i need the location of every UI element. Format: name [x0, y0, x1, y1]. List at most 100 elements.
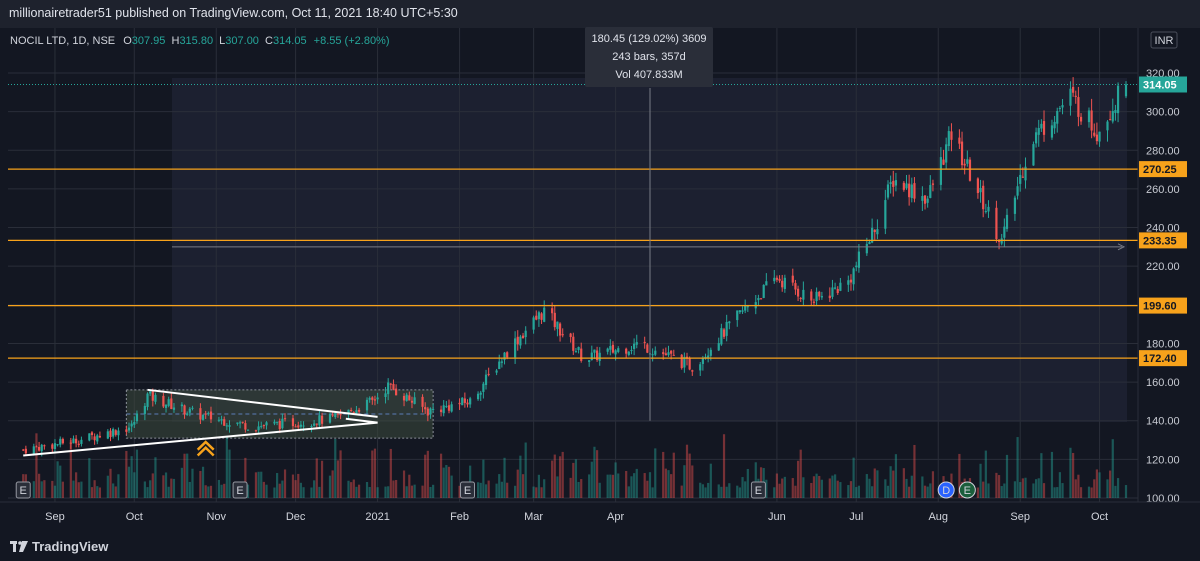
volume-bar — [413, 484, 416, 498]
volume-bar — [514, 485, 517, 498]
candle-body — [902, 182, 905, 190]
volume-bar — [429, 486, 432, 498]
volume-bar — [524, 442, 527, 498]
volume-bar — [61, 481, 64, 498]
candle-body — [310, 426, 313, 428]
volume-bar — [1093, 479, 1096, 498]
candle-body — [516, 336, 519, 345]
event-marker-label: E — [20, 485, 27, 497]
candle-body — [884, 200, 887, 229]
price-axis[interactable]: 100.00120.00140.00160.00180.00200.00220.… — [1137, 28, 1200, 505]
support-resistance-levels[interactable] — [8, 83, 1138, 421]
measure-arrow-head — [1117, 243, 1126, 251]
candle-body — [960, 141, 964, 166]
candle-body — [1056, 111, 1059, 124]
candle-body — [371, 397, 374, 400]
price-chart[interactable]: 100.00120.00140.00160.00180.00200.00220.… — [0, 28, 1200, 528]
volume-bar — [926, 486, 929, 498]
earnings-marker-bg — [15, 481, 31, 499]
candle-body — [421, 396, 424, 407]
candle-body — [283, 418, 287, 420]
price-tick-label: 260.00 — [1146, 184, 1180, 196]
tradingview-logo[interactable]: TradingView — [10, 539, 108, 554]
candle-body — [339, 414, 342, 416]
candle-body — [802, 289, 805, 300]
candle-body — [1019, 174, 1022, 184]
volume-bar — [90, 487, 94, 498]
candle-body — [484, 374, 488, 385]
candle-body — [413, 397, 416, 404]
time-tick-label: Oct — [1091, 511, 1108, 523]
time-axis[interactable]: Sep Oct Nov Dec 2021 Feb Mar Apr Jun Jul Aug Sep Oct — [0, 501, 1200, 528]
volume-bar — [1074, 479, 1077, 498]
candle-body — [1090, 110, 1093, 131]
volume-bar — [40, 481, 43, 498]
publisher-bar: millionairetrader51 published on Trading… — [0, 0, 1200, 28]
earnings-marker-bg — [460, 481, 476, 499]
candle-body — [688, 358, 691, 370]
volume-bar — [172, 478, 176, 498]
candle-body — [728, 321, 731, 324]
triangle-drawing[interactable] — [23, 388, 378, 457]
candle-body — [783, 277, 786, 289]
candle-body — [479, 392, 482, 395]
volume-bar — [537, 474, 541, 498]
legend-open-label: O — [123, 35, 132, 47]
candle-body — [667, 352, 670, 356]
volume-bar — [310, 487, 313, 498]
earnings-marker-bg — [750, 481, 766, 499]
volume-bar — [892, 470, 895, 498]
volume-bar — [746, 468, 749, 498]
candle-body — [1077, 97, 1080, 117]
volume-bar — [722, 434, 726, 498]
volume-bar — [265, 484, 268, 498]
volume-bar — [135, 449, 139, 498]
volume-bar — [368, 487, 371, 498]
volume-bar — [1013, 481, 1017, 498]
volume-bar — [1016, 437, 1019, 498]
candle-body — [982, 185, 985, 210]
volume-bar — [611, 474, 615, 498]
candle-body — [651, 354, 654, 356]
measure-line-change: 180.45 (129.02%) 3609 — [591, 33, 707, 45]
volume-bar — [551, 460, 554, 498]
volume-bar — [432, 484, 435, 498]
volume-bar — [405, 486, 408, 498]
volume-bar — [209, 485, 213, 498]
candle-body — [701, 358, 704, 364]
candle-body — [654, 350, 657, 355]
candle-body — [373, 399, 377, 401]
candle-body — [947, 131, 950, 147]
volume-bar — [246, 484, 250, 498]
candle-body — [275, 421, 279, 423]
candle-body — [852, 268, 855, 285]
volume-bar — [1058, 472, 1061, 498]
volume-bar — [648, 472, 652, 498]
volume-bar — [447, 466, 451, 498]
candle-body — [963, 163, 966, 166]
candle-body — [69, 442, 72, 444]
earnings-marker: E — [15, 481, 31, 499]
currency-badge[interactable]: INR — [1150, 31, 1178, 49]
volume-bar — [106, 475, 109, 498]
volume-bar — [297, 473, 300, 498]
candle-body — [461, 397, 464, 406]
candle-body — [1032, 144, 1035, 166]
volume-bar — [987, 483, 990, 498]
volume-bar — [1032, 483, 1035, 498]
candle-body — [722, 329, 726, 337]
candle-body — [201, 414, 205, 420]
event-marker-label: D — [942, 485, 950, 497]
volume-bar — [43, 480, 46, 498]
volume-bar — [1087, 486, 1091, 498]
volume-bar — [886, 485, 890, 498]
candle-body — [61, 438, 64, 444]
candle-body — [791, 275, 794, 283]
candle-body — [662, 352, 665, 355]
volume-bar — [868, 478, 871, 498]
volume-bar — [905, 478, 908, 498]
volume-bar — [96, 486, 99, 498]
legend-low-value: 307.00 — [225, 35, 259, 47]
candle-body — [1034, 132, 1038, 144]
candle-body — [500, 361, 503, 363]
